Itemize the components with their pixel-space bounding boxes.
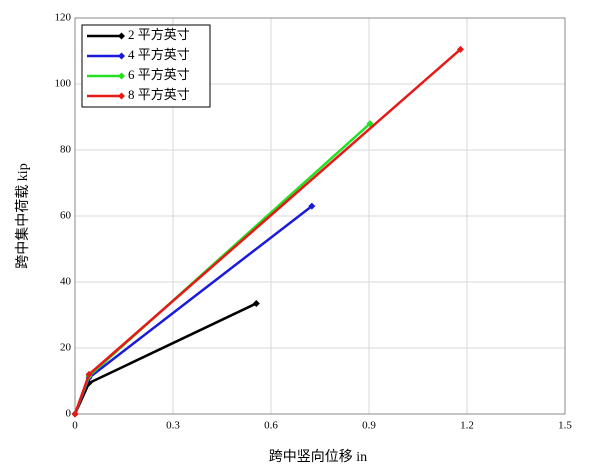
plot-frame bbox=[74, 17, 566, 415]
legend-label: 6 平方英寸 bbox=[128, 67, 190, 82]
point-marker bbox=[308, 202, 316, 210]
point-marker bbox=[71, 410, 79, 418]
y-tick-label: 120 bbox=[55, 12, 72, 24]
legend-marker bbox=[118, 72, 125, 80]
y-axis-label: 跨中集中荷载 kip bbox=[14, 163, 31, 268]
y-tick-label: 80 bbox=[60, 144, 72, 156]
point-marker bbox=[252, 299, 260, 307]
x-tick-label: 0 bbox=[72, 420, 78, 432]
series-line bbox=[73, 205, 313, 415]
x-tick-label: 0.6 bbox=[264, 420, 278, 432]
x-tick-label: 0.3 bbox=[166, 420, 180, 432]
legend-label: 8 平方英寸 bbox=[128, 87, 190, 102]
legend-label: 2 平方英寸 bbox=[128, 27, 190, 42]
legend-label: 4 平方英寸 bbox=[128, 47, 190, 62]
y-tick-label: 0 bbox=[66, 408, 72, 420]
y-tick-label: 40 bbox=[60, 276, 72, 288]
x-tick-label: 1.5 bbox=[558, 420, 572, 432]
point-marker bbox=[85, 370, 93, 378]
legend-marker bbox=[118, 52, 125, 60]
legend-marker bbox=[118, 92, 125, 100]
y-tick-label: 20 bbox=[60, 342, 72, 354]
legend-marker bbox=[118, 32, 125, 40]
x-axis-label: 跨中竖向位移 in bbox=[269, 449, 367, 465]
y-tick-label: 60 bbox=[60, 210, 72, 222]
x-tick-label: 0.9 bbox=[362, 420, 376, 432]
legend-box bbox=[81, 24, 211, 108]
y-tick-label: 100 bbox=[55, 78, 72, 90]
point-marker bbox=[456, 45, 464, 53]
x-tick-label: 1.2 bbox=[460, 420, 474, 432]
